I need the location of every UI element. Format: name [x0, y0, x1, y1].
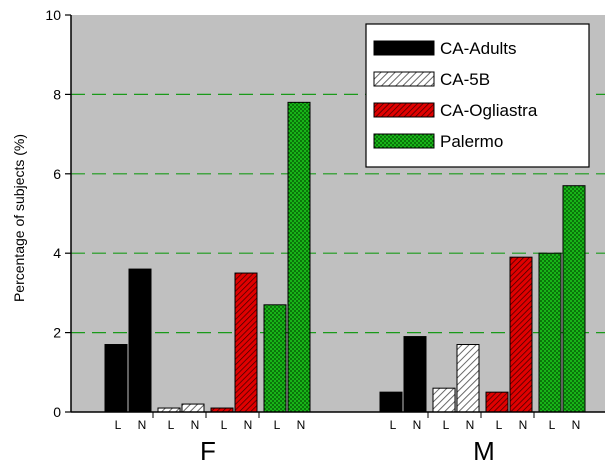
- x-sub-label: L: [549, 418, 556, 432]
- bar-F-palermo-N: [287, 101, 311, 413]
- bar-M-palermo-N: [562, 185, 586, 413]
- y-axis-label: Percentage of subjects (%): [11, 134, 27, 302]
- bar-M-palermo-L: [538, 252, 562, 413]
- x-sub-label: N: [297, 418, 306, 432]
- x-group-label: M: [473, 436, 495, 465]
- legend-swatch: [373, 133, 435, 149]
- x-sub-label: N: [519, 418, 528, 432]
- bar-M-ca-ogliastra-L: [485, 391, 509, 413]
- bar-M-ca-adults-L: [379, 391, 403, 413]
- bar-M-ca-5b-N: [456, 344, 480, 413]
- y-tick-label: 6: [53, 166, 61, 182]
- legend-label: CA-5B: [440, 70, 490, 89]
- bars: [104, 101, 586, 413]
- bar-F-ca-adults-N: [128, 268, 152, 413]
- x-sub-label: N: [191, 418, 200, 432]
- bar-M-ca-ogliastra-N: [509, 256, 533, 413]
- legend-label: CA-Adults: [440, 39, 517, 58]
- x-sub-label: N: [138, 418, 147, 432]
- y-tick-label: 0: [53, 404, 61, 420]
- bar-M-ca-5b-L: [432, 387, 456, 413]
- y-tick-label: 10: [45, 7, 61, 23]
- legend-swatch: [373, 71, 435, 87]
- legend: CA-Adults CA-5B CA-Ogliastra Palermo: [365, 23, 590, 168]
- bar-F-ca-ogliastra-N: [234, 272, 258, 413]
- bar-F-ca-5b-N: [181, 403, 205, 413]
- x-sub-label: L: [168, 418, 175, 432]
- y-ticks: 0 2 4 6 8 10: [45, 7, 71, 420]
- x-sub-label: L: [221, 418, 228, 432]
- bar-F-ca-adults-L: [104, 344, 128, 413]
- x-sub-label: L: [274, 418, 281, 432]
- x-sub-label: N: [572, 418, 581, 432]
- x-sub-label: L: [115, 418, 122, 432]
- x-sub-label: L: [390, 418, 397, 432]
- x-sub-label: N: [244, 418, 253, 432]
- x-sub-label: L: [496, 418, 503, 432]
- legend-swatch: [373, 102, 435, 118]
- legend-label: Palermo: [440, 132, 503, 151]
- y-tick-label: 4: [53, 245, 61, 261]
- x-group-label: F: [200, 436, 216, 465]
- legend-label: CA-Ogliastra: [440, 101, 538, 120]
- y-tick-label: 8: [53, 86, 61, 102]
- x-sub-label: N: [466, 418, 475, 432]
- bar-M-ca-adults-N: [403, 336, 427, 413]
- y-tick-label: 2: [53, 325, 61, 341]
- x-sub-label: L: [443, 418, 450, 432]
- x-sub-label: N: [413, 418, 422, 432]
- bar-F-palermo-L: [263, 304, 287, 413]
- x-labels: L N L N L N L NFL N L N L N L NM: [115, 412, 581, 465]
- legend-swatch: [373, 40, 435, 56]
